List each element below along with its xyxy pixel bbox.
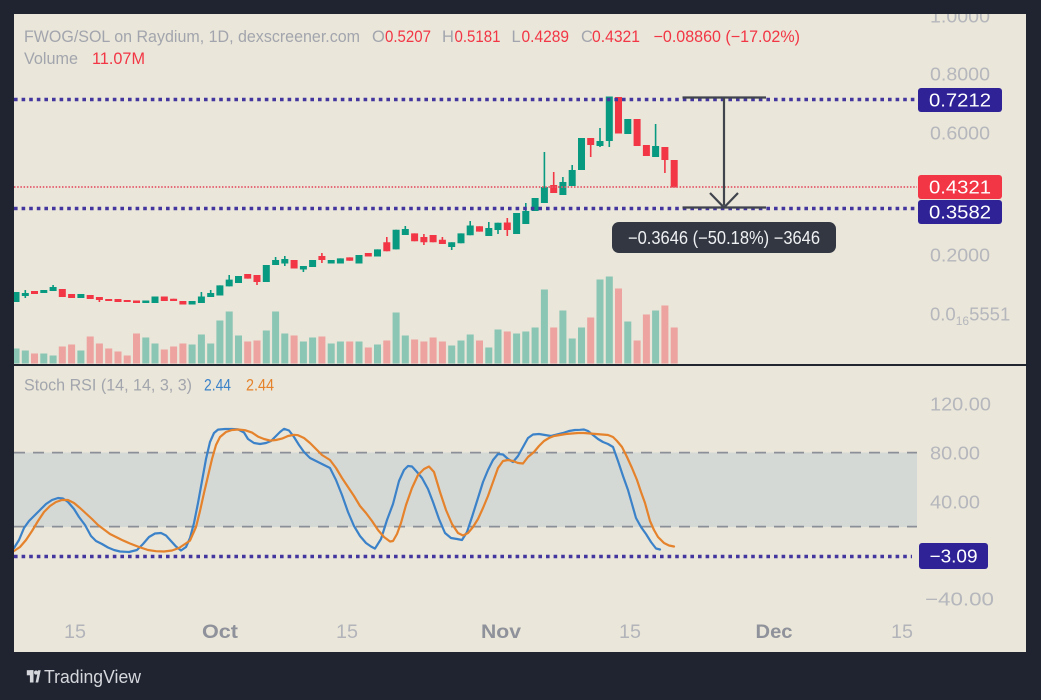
svg-text:11.07M: 11.07M [92,50,145,68]
svg-text:120.00: 120.00 [930,394,991,415]
svg-text:Oct: Oct [202,622,239,643]
svg-text:H: H [442,28,454,46]
svg-text:Dec: Dec [756,622,793,643]
svg-text:−0.3646 (−50.18%) −3646: −0.3646 (−50.18%) −3646 [628,228,820,248]
svg-text:80.00: 80.00 [930,443,980,464]
svg-text:−0.08860 (−17.02%): −0.08860 (−17.02%) [654,28,801,46]
svg-text:2.44: 2.44 [246,377,274,395]
svg-text:C: C [581,28,593,46]
svg-text:15: 15 [619,622,641,643]
svg-text:0.7212: 0.7212 [929,90,991,111]
svg-text:L: L [512,28,521,46]
svg-text:0.8000: 0.8000 [930,64,990,85]
svg-text:0.3582: 0.3582 [929,202,991,223]
svg-text:−40.00: −40.00 [925,589,994,610]
svg-text:Stoch RSI (14, 14, 3, 3): Stoch RSI (14, 14, 3, 3) [24,377,192,395]
svg-text:0.6000: 0.6000 [930,123,990,144]
svg-text:15: 15 [891,622,913,643]
svg-text:0.5207: 0.5207 [385,28,431,46]
svg-text:0.2000: 0.2000 [930,245,990,266]
svg-text:Volume: Volume [24,50,78,68]
svg-text:−3.09: −3.09 [930,546,978,567]
svg-text:Nov: Nov [481,622,521,643]
svg-text:2.44: 2.44 [204,377,231,395]
svg-text:0.0165551: 0.0165551 [930,304,1010,329]
svg-text:0.4321: 0.4321 [592,28,640,46]
svg-text:0.5181: 0.5181 [455,28,501,46]
svg-text:15: 15 [64,622,86,643]
svg-text:0.4321: 0.4321 [929,177,991,198]
svg-text:0.4289: 0.4289 [522,28,570,46]
svg-text:O: O [372,28,385,46]
svg-text:15: 15 [336,622,358,643]
svg-text:FWOG/SOL on Raydium, 1D, dexsc: FWOG/SOL on Raydium, 1D, dexscreener.com [24,28,360,46]
svg-text:40.00: 40.00 [930,492,980,513]
svg-text:TradingView: TradingView [44,666,142,687]
